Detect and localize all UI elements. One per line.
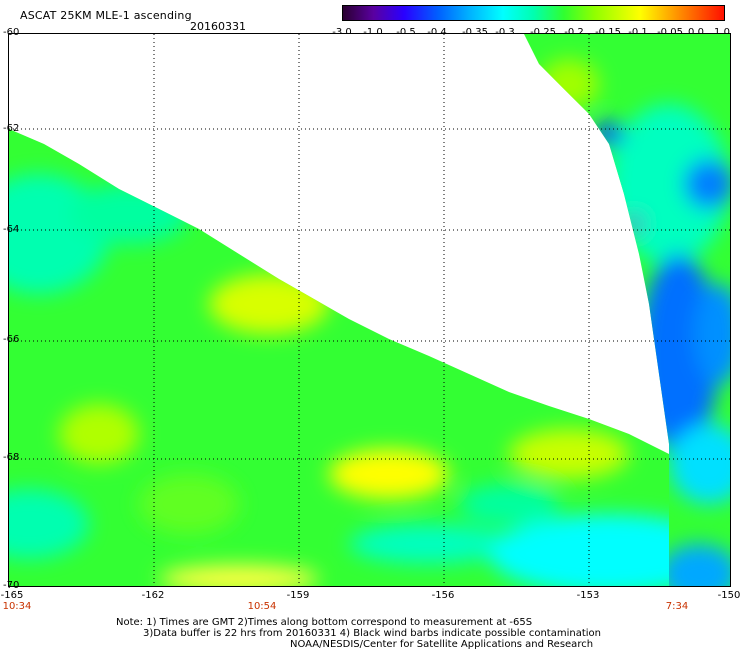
time-label: 10:54 (247, 601, 277, 612)
plot-title: ASCAT 25KM MLE-1 ascending (20, 9, 192, 22)
colorbar (342, 5, 725, 21)
lon-label: -153 (576, 590, 600, 601)
colorbar-tick: -0.5 (396, 27, 416, 38)
map-plot (8, 33, 731, 587)
colorbar-tick: -1.0 (363, 27, 383, 38)
plot-date: 20160331 (190, 20, 246, 33)
lat-label: -62 (3, 123, 20, 134)
lon-label: -156 (431, 590, 455, 601)
graticule (9, 34, 730, 586)
colorbar-tick: -0.35 (462, 27, 488, 38)
lat-label: -60 (3, 27, 20, 38)
colorbar-tick: -0.2 (564, 27, 584, 38)
colorbar-tick: -3.0 (332, 27, 352, 38)
colorbar-tick: -0.3 (495, 27, 515, 38)
colorbar-tick: -0.1 (628, 27, 648, 38)
time-label: 7:34 (665, 601, 689, 612)
footnote-line-1: Note: 1) Times are GMT 2)Times along bot… (116, 617, 533, 628)
lon-label: -165 (0, 590, 24, 601)
colorbar-tick: -0.05 (657, 27, 683, 38)
lon-label: -150 (717, 590, 740, 601)
colorbar-tick: -0.4 (427, 27, 447, 38)
time-label: 10:34 (2, 601, 32, 612)
lat-label: -68 (3, 452, 20, 463)
colorbar-tick: 1.0 (714, 27, 730, 38)
colorbar-labels: -3.0 -1.0 -0.5 -0.4 -0.35 -0.3 -0.25 -0.… (330, 27, 740, 39)
lon-label: -159 (286, 590, 310, 601)
lat-label: -64 (3, 224, 20, 235)
footnote-line-3: NOAA/NESDIS/Center for Satellite Applica… (290, 639, 594, 650)
lon-label: -162 (141, 590, 165, 601)
colorbar-tick: 0.0 (688, 27, 704, 38)
colorbar-tick: -0.25 (530, 27, 556, 38)
colorbar-tick: -0.15 (595, 27, 621, 38)
lat-label: -70 (3, 580, 20, 591)
footnote-line-2: 3)Data buffer is 22 hrs from 20160331 4)… (143, 628, 601, 639)
lat-label: -66 (3, 334, 20, 345)
